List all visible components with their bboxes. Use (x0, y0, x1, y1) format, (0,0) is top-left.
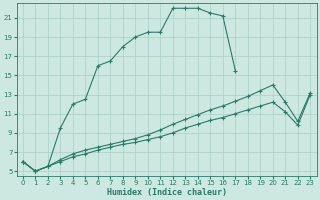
X-axis label: Humidex (Indice chaleur): Humidex (Indice chaleur) (107, 188, 227, 197)
